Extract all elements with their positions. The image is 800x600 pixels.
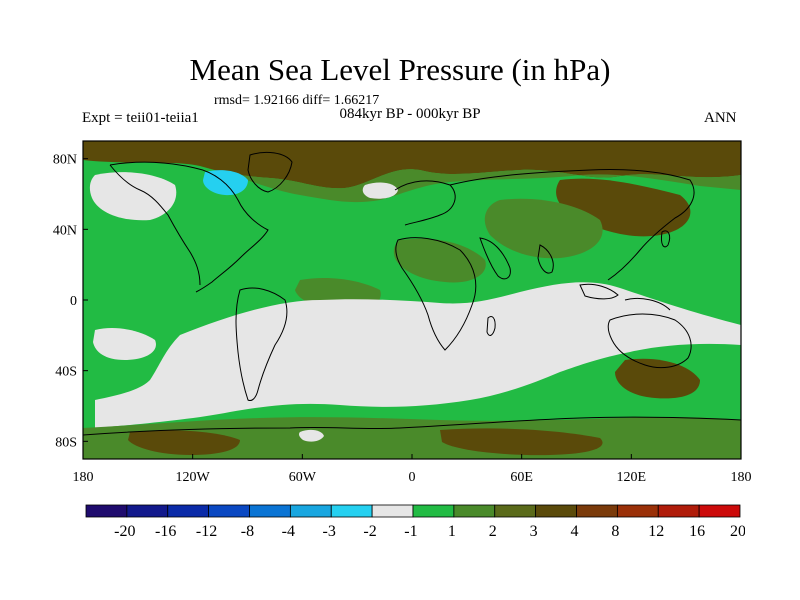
colorbar-swatch: [289, 504, 332, 518]
lat-label: 40N: [53, 223, 77, 238]
colorbar-swatch: [453, 504, 496, 518]
colorbar-swatch: [208, 504, 250, 518]
colorbar-swatch: [330, 504, 373, 518]
colorbar-label: -2: [363, 523, 376, 540]
lon-label: 180: [731, 470, 752, 485]
colorbar-swatch: [535, 504, 577, 518]
lat-label: 40S: [55, 365, 77, 380]
colorbar-swatch: [126, 504, 169, 518]
colorbar-label: 16: [689, 523, 705, 540]
colorbar-swatch: [412, 504, 455, 518]
colorbar: -20 -16 -12 -8 -4 -3 -2 -1 1 2 3 4 8 12 16 20: [85, 504, 745, 540]
colorbar-label: 1: [448, 523, 456, 540]
lat-label: 80S: [55, 435, 77, 450]
period-label: 084kyr BP - 000kyr BP: [339, 106, 481, 122]
stats-label: rmsd= 1.92166 diff= 1.66217: [214, 93, 380, 108]
colorbar-swatch: [249, 504, 291, 518]
colorbar-label: -16: [155, 523, 176, 540]
colorbar-label: -8: [241, 523, 254, 540]
axis-ticks: 80N 40N 0 40S 80S 180 120W 60W 0 60E 120E 180: [53, 153, 752, 485]
map-field: [83, 141, 741, 459]
colorbar-label: -20: [114, 523, 135, 540]
lon-label: 60E: [510, 470, 533, 485]
colorbar-label: -12: [196, 523, 217, 540]
colorbar-swatch: [576, 504, 618, 518]
colorbar-label: 3: [530, 523, 538, 540]
chart-title: Mean Sea Level Pressure (in hPa): [189, 52, 611, 87]
lon-label: 0: [409, 470, 416, 485]
colorbar-label: 12: [648, 523, 664, 540]
lon-label: 120E: [617, 470, 647, 485]
colorbar-swatch: [167, 504, 210, 518]
colorbar-swatch: [494, 504, 537, 518]
lat-label: 80N: [53, 153, 77, 168]
colorbar-swatch: [371, 504, 414, 518]
colorbar-label: 20: [730, 523, 745, 540]
colorbar-label: 2: [489, 523, 497, 540]
colorbar-label: -1: [404, 523, 417, 540]
colorbar-label: 4: [570, 523, 578, 540]
lon-label: 60W: [289, 470, 317, 485]
colorbar-swatch: [85, 504, 128, 518]
colorbar-swatch: [657, 504, 700, 518]
colorbar-label: -3: [323, 523, 336, 540]
colorbar-label: 8: [611, 523, 619, 540]
experiment-label: Expt = teii01-teiia1: [82, 110, 199, 126]
lon-label: 180: [73, 470, 94, 485]
colorbar-label: -4: [282, 523, 295, 540]
colorbar-swatch: [616, 504, 659, 518]
lat-label: 0: [70, 294, 77, 309]
coastlines: [83, 151, 741, 436]
colorbar-swatch: [698, 504, 741, 518]
season-label: ANN: [704, 110, 737, 126]
lon-label: 120W: [176, 470, 211, 485]
